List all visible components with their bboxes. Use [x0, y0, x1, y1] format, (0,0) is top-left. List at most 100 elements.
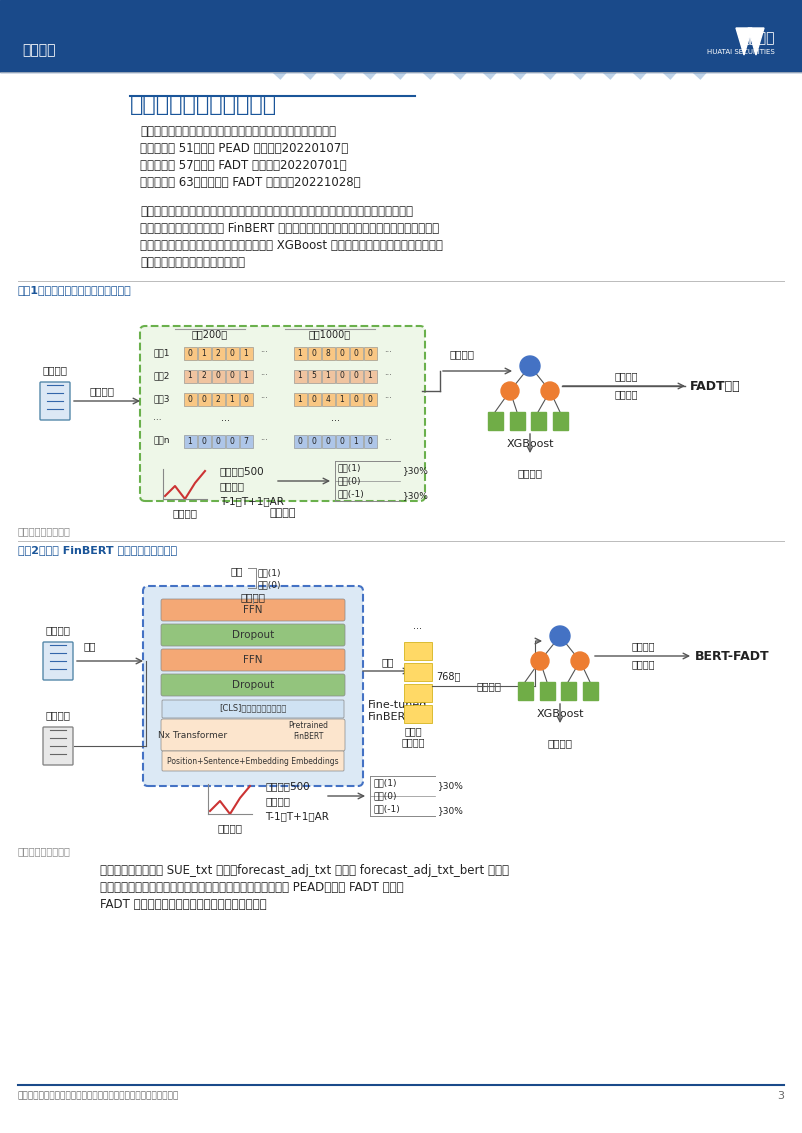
- Text: 4: 4: [326, 394, 330, 403]
- Text: 2: 2: [216, 394, 221, 403]
- Text: 《人工智能 63：再探文本 FADT 选股》（20221028）: 《人工智能 63：再探文本 FADT 选股》（20221028）: [140, 176, 361, 189]
- Text: ···: ···: [260, 394, 268, 403]
- Bar: [530, 412, 545, 431]
- Text: Pretrained
FinBERT: Pretrained FinBERT: [288, 722, 328, 741]
- Text: 1: 1: [201, 349, 206, 358]
- Text: 0: 0: [229, 436, 234, 445]
- Text: 0: 0: [229, 349, 234, 358]
- FancyBboxPatch shape: [161, 624, 345, 646]
- Text: [CLS]位置及特殊标记向量: [CLS]位置及特殊标记向量: [219, 704, 286, 713]
- Text: T-1～T+1日AR: T-1～T+1日AR: [265, 811, 329, 821]
- Text: 华泰金工人工智能主动量化选股系列共发布三篇报告，分别为：: 华泰金工人工智能主动量化选股系列共发布三篇报告，分别为：: [140, 125, 336, 138]
- Text: ...: ...: [414, 621, 423, 631]
- Bar: [488, 412, 503, 431]
- Text: 词频矩阵: 词频矩阵: [269, 508, 296, 518]
- Text: HUATAI SECURITIES: HUATAI SECURITIES: [707, 49, 775, 56]
- Text: 文本转化成的词频向量或者 FinBERT 编码向量作为输入特征，以研报或业绩发布前后两天: 文本转化成的词频向量或者 FinBERT 编码向量作为输入特征，以研报或业绩发布…: [140, 222, 439, 235]
- Text: ...: ...: [330, 414, 339, 423]
- Text: Fine-tuned
FinBERT: Fine-tuned FinBERT: [368, 700, 427, 722]
- Text: 0: 0: [311, 394, 317, 403]
- Bar: [553, 412, 568, 431]
- Bar: [225, 347, 238, 359]
- Bar: [212, 434, 225, 448]
- Text: 新闻文本: 新闻文本: [46, 710, 71, 719]
- FancyBboxPatch shape: [161, 599, 345, 621]
- Text: 预测: 预测: [382, 657, 395, 667]
- Bar: [307, 434, 321, 448]
- Text: ···: ···: [260, 349, 268, 358]
- Text: 正面(1): 正面(1): [258, 568, 282, 577]
- Text: 2: 2: [216, 349, 221, 358]
- Text: 分词处理: 分词处理: [90, 386, 115, 397]
- Text: }30%: }30%: [438, 782, 464, 791]
- FancyBboxPatch shape: [140, 326, 425, 501]
- Text: 《人工智能 57：文本 FADT 选股》（20220701）: 《人工智能 57：文本 FADT 选股》（20220701）: [140, 159, 346, 172]
- Text: 1: 1: [354, 436, 358, 445]
- Text: 隐藏层
特征向量: 隐藏层 特征向量: [401, 726, 425, 748]
- Bar: [335, 392, 349, 406]
- Text: 研报文本: 研报文本: [43, 365, 67, 375]
- Text: 0: 0: [339, 436, 344, 445]
- Bar: [225, 392, 238, 406]
- Bar: [240, 392, 253, 406]
- Bar: [322, 347, 334, 359]
- Text: ...: ...: [221, 414, 229, 423]
- Bar: [184, 347, 196, 359]
- FancyBboxPatch shape: [43, 642, 73, 680]
- Text: 0: 0: [188, 349, 192, 358]
- Bar: [350, 347, 363, 359]
- Text: 0: 0: [216, 436, 221, 445]
- Text: 样本1: 样本1: [153, 349, 169, 358]
- Text: ···: ···: [384, 349, 392, 358]
- Text: 上涨(1): 上涨(1): [373, 778, 396, 787]
- Text: 1: 1: [188, 372, 192, 381]
- Text: FFN: FFN: [243, 605, 263, 615]
- Bar: [294, 434, 306, 448]
- Bar: [184, 392, 196, 406]
- Text: 股票价格: 股票价格: [217, 823, 242, 833]
- Text: 金工研究: 金工研究: [22, 43, 55, 57]
- Bar: [517, 682, 533, 700]
- Text: 0: 0: [326, 436, 330, 445]
- Text: ···: ···: [384, 394, 392, 403]
- Text: 0: 0: [188, 394, 192, 403]
- Text: XGBoost: XGBoost: [506, 438, 553, 449]
- Bar: [363, 347, 376, 359]
- Text: 摘类1000词: 摘类1000词: [309, 329, 351, 339]
- Text: 基准模型: 基准模型: [265, 796, 290, 806]
- Text: 2: 2: [201, 372, 206, 381]
- Text: 0: 0: [201, 436, 206, 445]
- FancyBboxPatch shape: [43, 727, 73, 765]
- Text: 个股的超额收益三分类以后作为标签，引导 XGBoost 模型学习研报中蕴含的分析师观点，: 个股的超额收益三分类以后作为标签，引导 XGBoost 模型学习研报中蕴含的分析…: [140, 239, 443, 252]
- Text: 0: 0: [367, 394, 372, 403]
- Bar: [184, 369, 196, 383]
- Text: 样本2: 样本2: [153, 372, 169, 381]
- Text: Nx Transformer: Nx Transformer: [159, 731, 228, 740]
- Circle shape: [541, 382, 559, 400]
- Text: Dropout: Dropout: [232, 630, 274, 640]
- Bar: [404, 684, 432, 702]
- Text: 1: 1: [298, 394, 302, 403]
- Bar: [240, 347, 253, 359]
- Bar: [307, 392, 321, 406]
- Text: 相对中证500: 相对中证500: [265, 781, 310, 791]
- FancyBboxPatch shape: [143, 586, 363, 786]
- Text: 输入: 输入: [83, 641, 95, 651]
- Text: Dropout: Dropout: [232, 680, 274, 690]
- Bar: [240, 434, 253, 448]
- Bar: [322, 434, 334, 448]
- Bar: [509, 412, 525, 431]
- Text: 0: 0: [339, 349, 344, 358]
- Text: 反面(0): 反面(0): [258, 580, 282, 589]
- Text: 作为标签: 作为标签: [517, 468, 542, 478]
- Polygon shape: [748, 28, 764, 56]
- Text: 0: 0: [354, 372, 358, 381]
- Bar: [582, 682, 597, 700]
- Bar: [404, 663, 432, 681]
- Bar: [307, 347, 321, 359]
- Bar: [184, 434, 196, 448]
- Text: 作为输入: 作为输入: [476, 681, 501, 691]
- Text: 震荡(0): 震荡(0): [373, 792, 396, 801]
- Text: 0: 0: [367, 349, 372, 358]
- Text: 0: 0: [298, 436, 302, 445]
